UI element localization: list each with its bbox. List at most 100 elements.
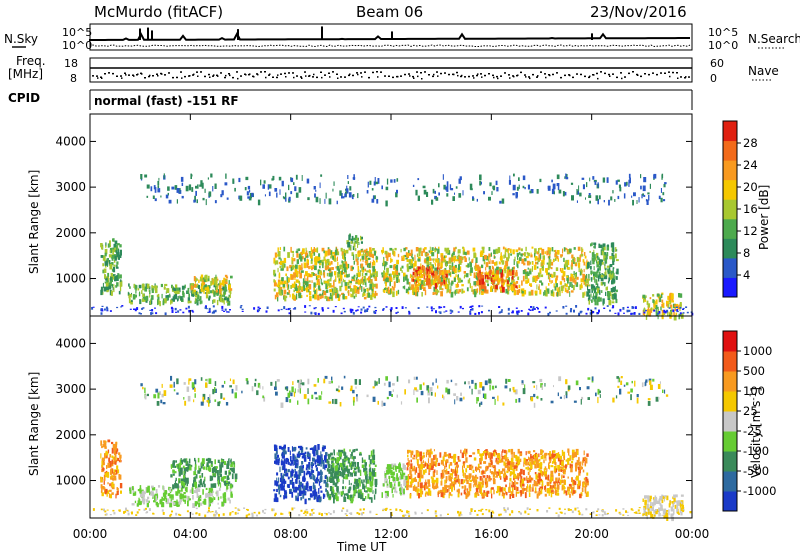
echo-cell	[311, 464, 313, 469]
echo-cell	[341, 193, 343, 199]
echo-cell	[571, 195, 574, 201]
nave-label: Nave	[748, 64, 779, 78]
ground-scatter-cell	[204, 306, 207, 309]
echo-cell	[274, 460, 277, 464]
echo-cell	[180, 493, 182, 499]
echo-cell	[108, 260, 111, 266]
echo-cell	[288, 461, 290, 465]
echo-cell	[152, 195, 155, 199]
echo-cell	[129, 286, 131, 289]
ground-scatter-cell	[532, 306, 535, 310]
echo-cell	[562, 271, 566, 277]
echo-cell	[336, 463, 340, 466]
echo-cell	[276, 488, 278, 492]
echo-cell	[520, 248, 523, 252]
echo-cell	[344, 282, 347, 286]
echo-cell	[549, 276, 551, 283]
echo-cell	[323, 271, 326, 278]
echo-cell	[476, 198, 478, 202]
echo-cell	[574, 274, 577, 280]
nave-point	[388, 75, 390, 77]
echo-cell	[560, 255, 562, 258]
echo-cell	[132, 492, 136, 496]
echo-cell	[301, 175, 303, 181]
echo-cell	[455, 283, 459, 288]
echo-cell	[437, 248, 440, 254]
echo-cell	[602, 177, 606, 183]
echo-cell	[305, 284, 307, 289]
nave-point	[688, 76, 690, 78]
echo-cell	[174, 185, 178, 190]
echo-cell	[537, 272, 541, 278]
echo-cell	[385, 281, 388, 284]
echo-cell	[331, 460, 334, 464]
echo-cell	[333, 489, 335, 494]
echo-cell	[422, 285, 424, 289]
echo-cell	[559, 268, 561, 272]
echo-cell	[165, 495, 167, 498]
echo-cell	[277, 279, 281, 284]
echo-cell	[281, 458, 283, 462]
echo-cell	[367, 479, 370, 484]
echo-cell	[590, 284, 594, 290]
echo-cell	[414, 469, 416, 475]
echo-cell	[566, 289, 569, 294]
echo-cell	[562, 468, 564, 473]
echo-cell	[325, 192, 327, 199]
echo-cell	[375, 181, 378, 185]
echo-cell	[201, 182, 204, 189]
echo-cell	[430, 458, 433, 465]
echo-cell	[319, 260, 322, 263]
echo-cell	[528, 270, 532, 275]
echo-cell	[100, 490, 102, 493]
echo-cell	[482, 475, 486, 478]
echo-cell	[540, 274, 544, 278]
ground-scatter-cell	[443, 306, 446, 308]
nave-point	[537, 75, 539, 77]
nave-point	[361, 76, 363, 78]
echo-cell	[500, 253, 502, 257]
echo-cell	[490, 252, 492, 257]
echo-cell	[539, 253, 542, 259]
echo-cell	[549, 451, 551, 457]
echo-cell	[405, 252, 408, 257]
echo-cell	[585, 264, 588, 270]
echo-cell	[482, 451, 485, 455]
echo-cell	[663, 183, 666, 188]
echo-cell	[434, 190, 436, 194]
echo-cell	[127, 292, 130, 295]
echo-cell	[521, 258, 525, 264]
echo-cell	[427, 266, 429, 270]
echo-cell	[389, 265, 393, 269]
echo-cell	[506, 257, 510, 262]
echo-cell	[344, 261, 348, 267]
echo-cell	[138, 284, 142, 289]
echo-cell	[555, 256, 557, 261]
nave-point	[460, 75, 462, 78]
echo-cell	[475, 257, 478, 263]
echo-cell	[516, 287, 518, 290]
echo-cell	[104, 256, 106, 262]
echo-cell	[294, 468, 296, 473]
echo-cell	[338, 456, 340, 462]
echo-cell	[649, 183, 651, 189]
echo-cell	[210, 280, 213, 286]
ground-scatter-cell	[171, 310, 174, 313]
echo-cell	[308, 280, 311, 283]
echo-cell	[268, 191, 271, 197]
echo-cell	[499, 287, 502, 290]
echo-cell	[479, 290, 481, 295]
echo-cell	[571, 449, 575, 454]
echo-cell	[437, 267, 440, 270]
echo-cell	[443, 469, 445, 473]
echo-cell	[206, 290, 208, 296]
echo-cell	[613, 279, 616, 283]
echo-cell	[360, 236, 363, 240]
nave-point	[685, 76, 687, 78]
echo-cell	[332, 251, 336, 255]
echo-cell	[373, 181, 376, 186]
echo-cell	[490, 277, 493, 282]
echo-cell	[388, 252, 391, 258]
echo-cell	[296, 252, 299, 258]
echo-cell	[466, 489, 468, 493]
